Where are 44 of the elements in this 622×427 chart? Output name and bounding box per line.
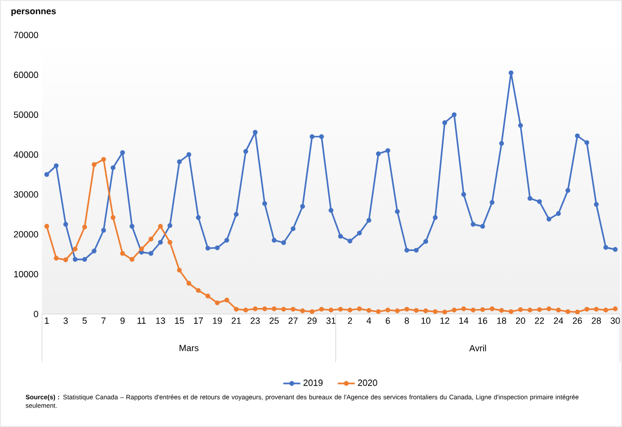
y-tick-label: 0 [34, 310, 38, 318]
x-tick-label: 26 [572, 318, 582, 324]
x-tick-label: 6 [386, 318, 390, 324]
x-tick-label: 29 [308, 318, 317, 324]
y-tick-label: 50000 [14, 112, 38, 118]
x-tick-label: 9 [120, 318, 125, 324]
x-tick-label: 18 [497, 318, 506, 324]
x-tick-label: 10 [421, 318, 430, 324]
x-tick-label: 27 [288, 318, 298, 324]
legend-label: 2020 [358, 380, 378, 386]
x-tick-label: 21 [232, 318, 241, 324]
x-tick-label: 7 [102, 318, 106, 324]
y-tick-label: 60000 [14, 72, 38, 78]
x-tick-label: 12 [440, 318, 450, 324]
x-tick-label: 4 [366, 318, 372, 324]
x-tick-label: 28 [592, 318, 601, 324]
x-tick-label: 14 [459, 318, 468, 324]
x-tick-label: 31 [326, 318, 336, 324]
x-tick-label: 24 [554, 318, 564, 324]
y-tick-label: 70000 [14, 32, 38, 38]
y-tick-label: 20000 [14, 231, 38, 238]
x-tick-label: 16 [478, 318, 488, 324]
x-tick-label: 15 [175, 318, 184, 324]
x-tick-label: 25 [270, 318, 279, 324]
y-tick-label: 10000 [14, 270, 38, 278]
x-tick-label: 19 [212, 318, 222, 324]
x-tick-label: 22 [534, 318, 544, 324]
text: Mars [180, 344, 198, 352]
x-tick-label: 2 [348, 318, 352, 324]
x-tick-label: 5 [82, 318, 87, 324]
x-tick-label: 3 [64, 318, 68, 324]
x-tick-label: 20 [516, 318, 526, 324]
x-tick-label: 11 [138, 318, 146, 324]
text: Avril [469, 344, 486, 352]
x-tick-label: 23 [250, 318, 260, 324]
legend-label: 2019 [304, 380, 323, 386]
y-axis-title: personnes [11, 9, 56, 16]
y-tick-label: 40000 [14, 151, 38, 158]
x-tick-label: 8 [404, 318, 409, 324]
x-tick-label: 13 [156, 318, 166, 324]
x-tick-label: 17 [194, 318, 203, 324]
y-tick-label: 30000 [14, 191, 38, 198]
x-tick-label: 1 [44, 318, 49, 324]
x-tick-label: 30 [610, 318, 620, 324]
